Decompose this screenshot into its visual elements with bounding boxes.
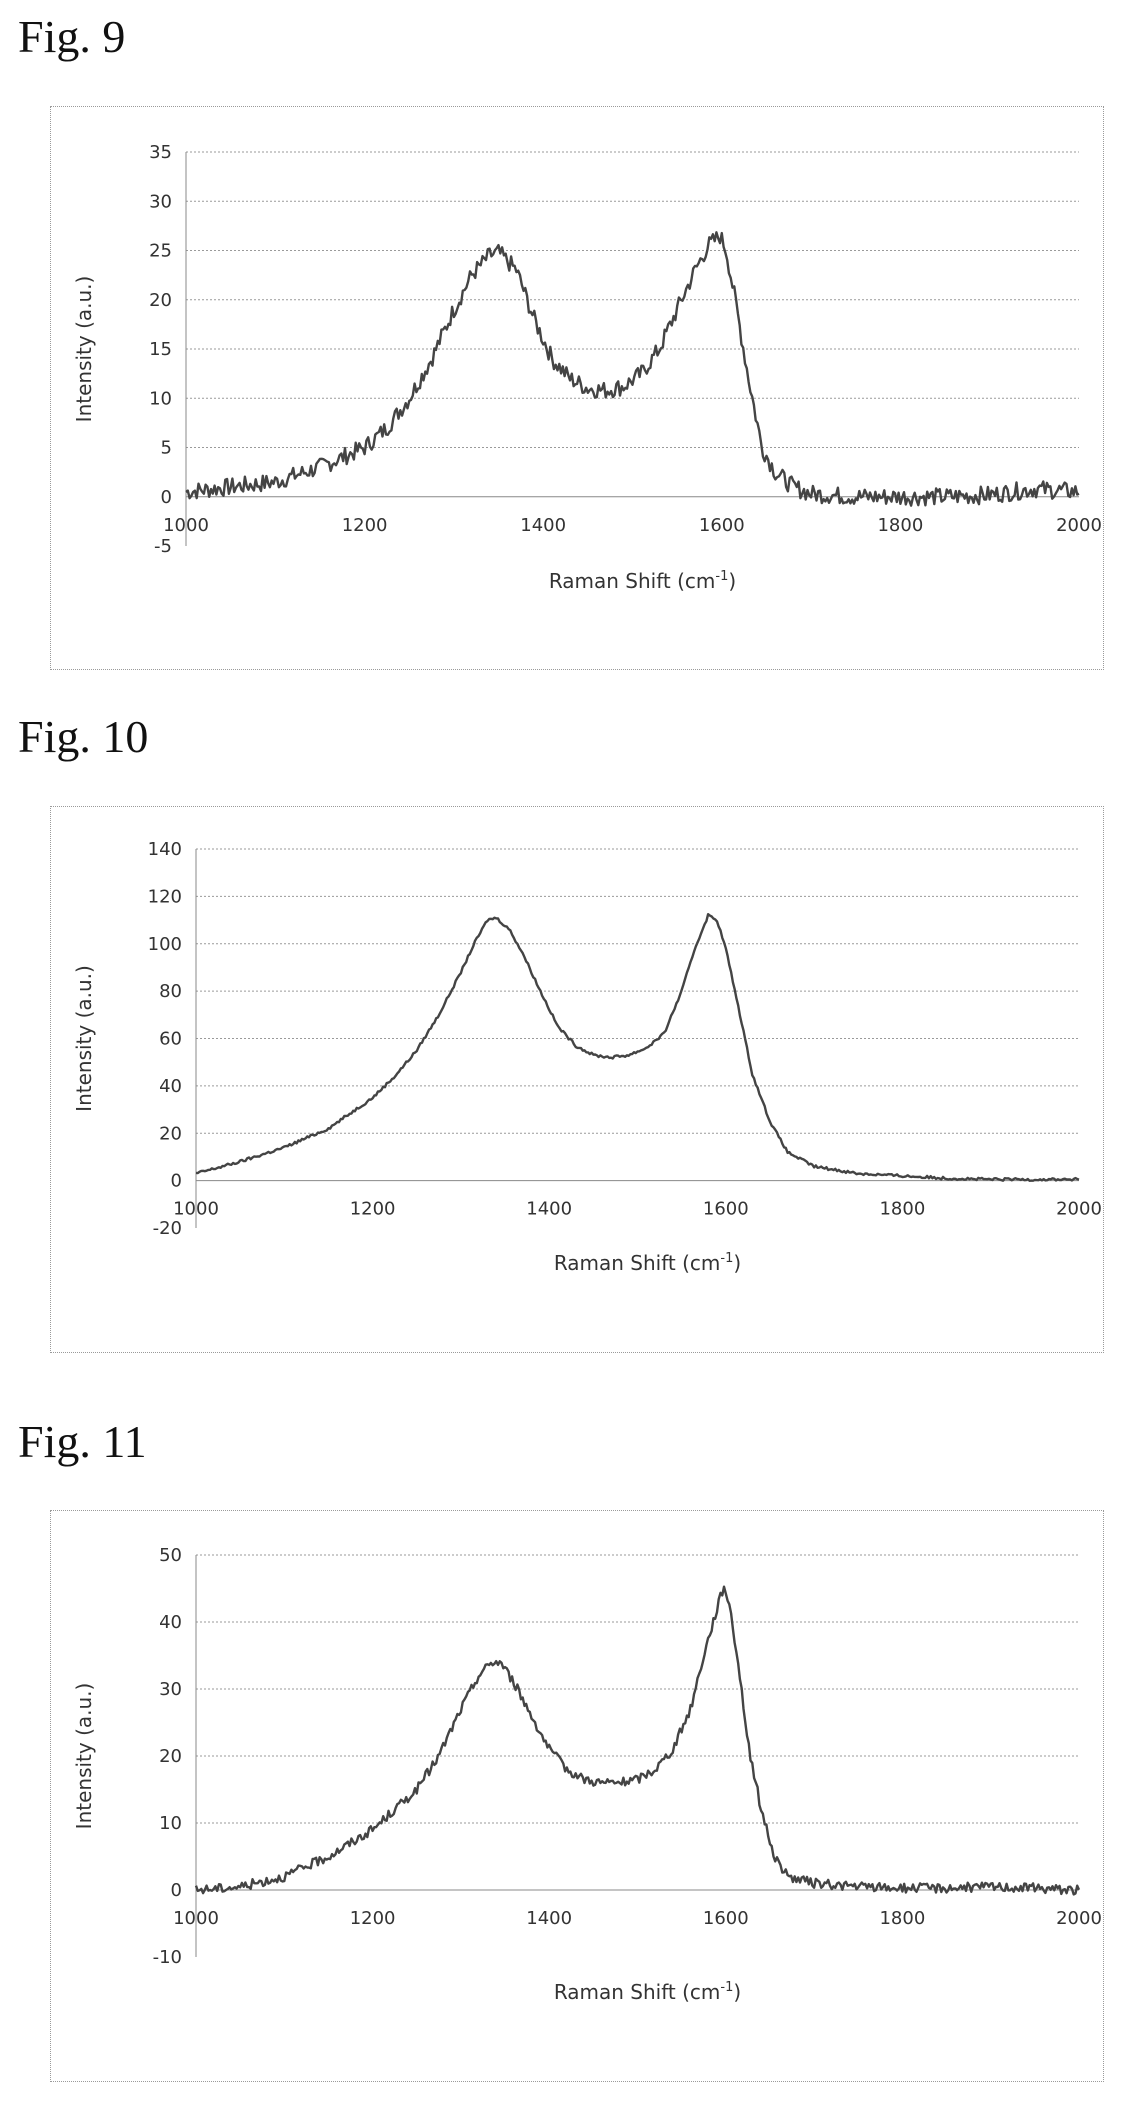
figure-label: Fig. 9 xyxy=(18,11,126,62)
x-axis-title: Raman Shift (cm-1) xyxy=(549,569,736,593)
x-tick-label: 1000 xyxy=(173,1199,219,1220)
y-tick-label: -10 xyxy=(153,1947,182,1968)
y-tick-label: 80 xyxy=(159,981,182,1002)
x-tick-label: 2000 xyxy=(1056,1199,1102,1220)
x-tick-label: 2000 xyxy=(1056,1908,1102,1929)
x-tick-label: 1800 xyxy=(877,515,923,536)
y-tick-label: -20 xyxy=(153,1218,182,1239)
y-tick-label: 10 xyxy=(149,388,172,409)
x-tick-label: 1200 xyxy=(350,1199,396,1220)
y-tick-label: 35 xyxy=(149,142,172,163)
x-tick-label: 1400 xyxy=(526,1908,572,1929)
y-axis-title: Intensity (a.u.) xyxy=(72,1683,96,1830)
y-tick-label: 30 xyxy=(149,191,172,212)
x-tick-label: 1600 xyxy=(699,515,745,536)
y-tick-label: -5 xyxy=(154,536,172,557)
y-axis-title: Intensity (a.u.) xyxy=(72,965,96,1112)
y-tick-label: 20 xyxy=(159,1746,182,1767)
x-tick-label: 2000 xyxy=(1056,515,1102,536)
chart-frame: -20 0 20 40 60 80 100 120 140 1000 1200 1400 1600 180… xyxy=(50,806,1104,1353)
figure-label: Fig. 10 xyxy=(18,711,149,762)
y-tick-label: 140 xyxy=(148,839,182,860)
chart-frame: -5 0 5 10 15 20 25 30 35 1000 1200 1400 1600 1800 2000… xyxy=(50,106,1104,670)
y-tick-label: 10 xyxy=(159,1813,182,1834)
y-tick-label: 30 xyxy=(159,1679,182,1700)
spectrum-line xyxy=(185,231,1080,507)
y-tick-label: 5 xyxy=(161,438,172,459)
y-tick-label: 15 xyxy=(149,339,172,360)
x-tick-label: 1800 xyxy=(879,1199,925,1220)
y-tick-label: 40 xyxy=(159,1612,182,1633)
raman-chart-fig9: -5 0 5 10 15 20 25 30 35 1000 1200 1400 1600 1800 2000… xyxy=(72,142,1102,593)
spectrum-line xyxy=(194,1585,1081,1896)
chart-frame: -10 0 10 20 30 40 50 1000 1200 1400 1600 1800 2000 Ra… xyxy=(50,1510,1104,2082)
y-tick-label: 40 xyxy=(159,1076,182,1097)
x-axis-title: Raman Shift (cm-1) xyxy=(554,1251,741,1275)
x-tick-label: 1400 xyxy=(526,1199,572,1220)
raman-chart-fig11: -10 0 10 20 30 40 50 1000 1200 1400 1600 1800 2000 Ra… xyxy=(72,1545,1102,2004)
x-tick-label: 1000 xyxy=(163,515,209,536)
x-tick-label: 1600 xyxy=(703,1908,749,1929)
y-tick-label: 20 xyxy=(159,1123,182,1144)
x-tick-label: 1600 xyxy=(703,1199,749,1220)
y-tick-label: 25 xyxy=(149,241,172,262)
y-tick-label: 100 xyxy=(148,934,182,955)
x-axis-title: Raman Shift (cm-1) xyxy=(554,1980,741,2004)
y-tick-label: 0 xyxy=(161,487,172,508)
y-tick-label: 120 xyxy=(148,886,182,907)
x-tick-label: 1400 xyxy=(520,515,566,536)
x-tick-label: 1200 xyxy=(342,515,388,536)
figure-label: Fig. 11 xyxy=(18,1416,147,1467)
y-tick-label: 60 xyxy=(159,1029,182,1050)
y-axis-title: Intensity (a.u.) xyxy=(72,276,96,423)
y-tick-label: 0 xyxy=(171,1880,182,1901)
x-tick-label: 1800 xyxy=(879,1908,925,1929)
raman-chart-fig10: -20 0 20 40 60 80 100 120 140 1000 1200 1400 1600 180… xyxy=(72,839,1102,1275)
x-tick-label: 1200 xyxy=(350,1908,396,1929)
y-tick-label: 0 xyxy=(171,1171,182,1192)
spectrum-line xyxy=(195,912,1080,1182)
x-tick-label: 1000 xyxy=(173,1908,219,1929)
y-tick-label: 20 xyxy=(149,290,172,311)
y-tick-label: 50 xyxy=(159,1545,182,1566)
